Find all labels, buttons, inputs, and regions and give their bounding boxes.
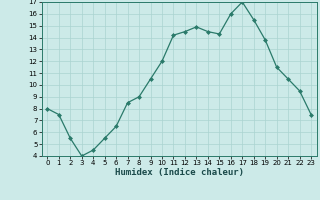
X-axis label: Humidex (Indice chaleur): Humidex (Indice chaleur) bbox=[115, 168, 244, 177]
